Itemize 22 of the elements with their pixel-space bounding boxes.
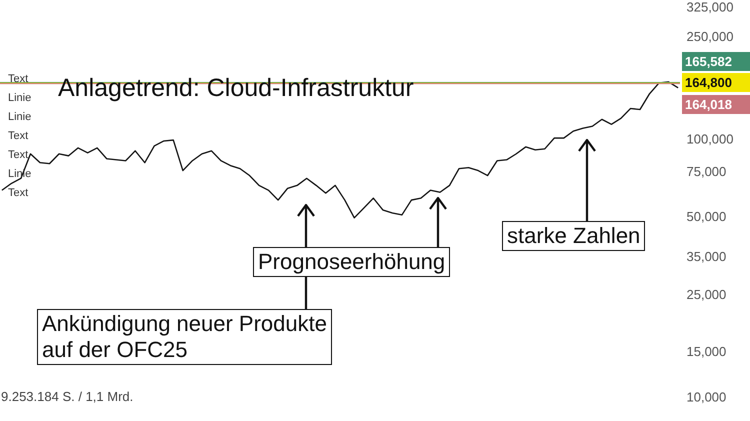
annotation: Linie [8,111,32,123]
annotation: Ankündigung neuer Produkte auf der OFC25 [37,309,332,365]
annotation: Text [8,187,28,199]
y-tick-label: 50,000 [686,209,726,224]
ref-line-label: 165,582 [682,52,750,71]
annotation: starke Zahlen [502,221,646,251]
annotation: Text [8,130,28,142]
annotation: Text [8,149,28,161]
annotation: 9.253.184 S. / 1,1 Mrd. [1,389,134,404]
y-tick-label: 75,000 [686,164,726,179]
annotation: Linie [8,92,32,104]
ref-line-label: 164,018 [682,94,750,114]
y-tick-label: 35,000 [686,249,726,264]
annotation: Text [8,73,28,85]
y-tick-label: 325,000 [686,0,734,14]
y-tick-label: 10,000 [686,390,726,404]
ref-line-label: 164,800 [682,73,750,92]
y-tick-label: 250,000 [686,28,734,44]
y-tick-label: 100,000 [686,132,734,147]
annotation: Prognoseerhöhung [253,247,450,277]
y-tick-label: 15,000 [686,344,726,360]
y-tick-label: 25,000 [686,286,726,302]
